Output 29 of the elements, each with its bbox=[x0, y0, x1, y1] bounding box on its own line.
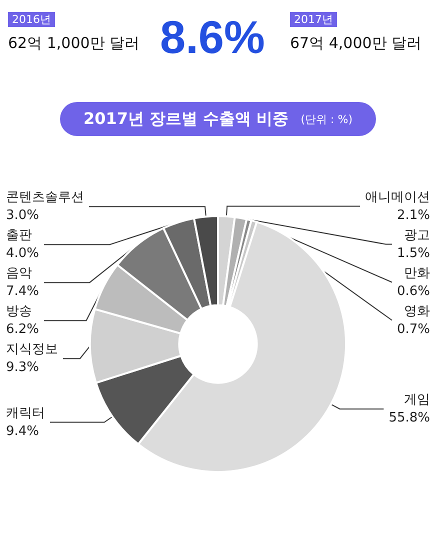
slice-label: 캐릭터 bbox=[6, 406, 45, 421]
data-label: 1.5% bbox=[396, 246, 430, 261]
data-label: 0.7% bbox=[396, 322, 430, 337]
data-label: 55.8% bbox=[388, 410, 430, 426]
data-label: 3.0% bbox=[6, 208, 40, 224]
slice-label: 출판 bbox=[6, 228, 32, 244]
slice-label: 애니메이션 bbox=[365, 190, 430, 205]
data-label: 0.6% bbox=[396, 284, 430, 299]
text: 8.6% bbox=[160, 10, 265, 64]
data-label: 6.2% bbox=[6, 322, 40, 338]
slice-label: 게임 bbox=[404, 392, 430, 408]
text: 67억 4,000만 달러 bbox=[290, 34, 422, 53]
text: 62억 1,000만 달러 bbox=[8, 34, 140, 53]
slice-label: 지식정보 bbox=[6, 342, 58, 358]
slice-label: 광고 bbox=[404, 228, 430, 243]
chart-title: 2017년 장르별 수출액 비중 bbox=[84, 108, 289, 130]
slice-label: 콘텐츠솔루션 bbox=[6, 190, 84, 206]
slice-label: 만화 bbox=[404, 266, 430, 281]
text: 2017년 bbox=[290, 12, 337, 27]
data-label: 4.0% bbox=[6, 246, 40, 262]
text: 2016년 bbox=[8, 12, 55, 27]
chart-subtitle: (단위 : %) bbox=[300, 112, 352, 126]
data-label: 7.4% bbox=[6, 284, 40, 300]
slice-label: 음악 bbox=[6, 266, 32, 282]
data-label: 2.1% bbox=[396, 208, 430, 223]
data-label: 9.3% bbox=[6, 360, 40, 376]
slice-label: 영화 bbox=[404, 304, 430, 319]
slice-label: 방송 bbox=[6, 304, 32, 320]
data-label: 9.4% bbox=[6, 424, 40, 439]
